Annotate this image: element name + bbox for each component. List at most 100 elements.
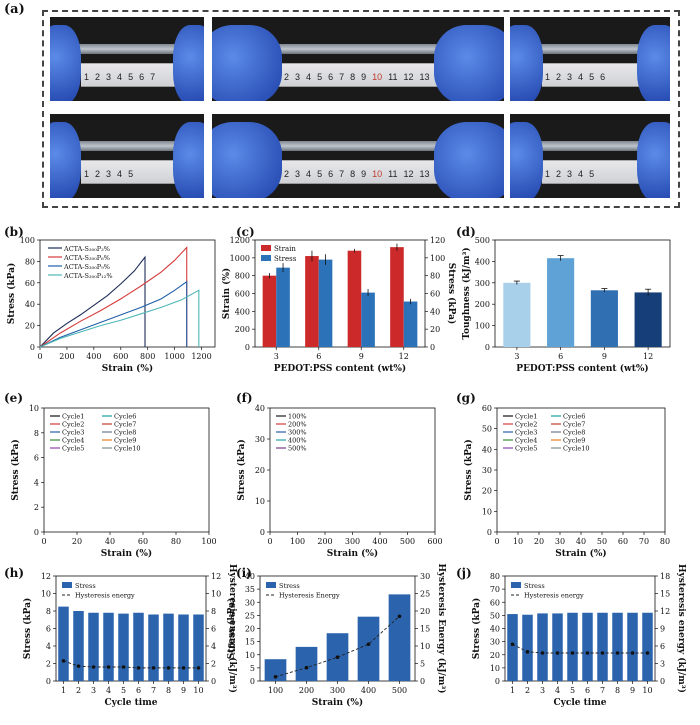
photo-panel (42, 10, 680, 208)
x-tick-label: 4 (106, 686, 111, 695)
y-tick-label: 8 (46, 607, 51, 616)
glove-left (510, 25, 543, 101)
x-tick-label: 1200 (191, 352, 211, 361)
bar-strain (390, 247, 404, 347)
y-tick-label: 0 (487, 528, 492, 537)
y-axis-title: Stress (kPa) (471, 598, 482, 660)
x-tick-label: 200 (317, 537, 332, 546)
legend-label: Cycle8 (563, 429, 585, 437)
x-tick-label: 300 (330, 686, 345, 695)
y2-tick-label: 20 (420, 607, 430, 616)
y-tick-label: 10 (41, 590, 51, 599)
x-tick-label: 10 (513, 537, 523, 546)
ruler-number: 5 (128, 72, 134, 82)
x-tick-label: 6 (558, 352, 563, 361)
legend-label: Cycle10 (114, 445, 140, 453)
hysteresis-point (615, 651, 620, 655)
y2-tick-label: 30 (420, 572, 430, 581)
y-tick-label: 0 (46, 677, 51, 686)
x-tick-label: 80 (171, 537, 181, 546)
y2-tick-label: 100 (430, 254, 445, 263)
legend-label: Cycle8 (114, 429, 136, 437)
sample-photo: 123456789101112131415 (212, 114, 504, 198)
y2-tick-label: 25 (420, 590, 430, 599)
x-tick-label: 6 (136, 686, 141, 695)
legend-label: Stress (279, 582, 300, 590)
ruler-number: 11 (388, 169, 398, 179)
y-tick-label: 12 (41, 572, 51, 581)
x-tick-label: 1 (510, 686, 515, 695)
bar-strain (262, 275, 277, 347)
legend-swatch (62, 582, 72, 588)
y2-tick-label: 120 (430, 236, 445, 245)
bar-strain (347, 250, 362, 347)
y2-tick-label: 60 (430, 290, 440, 299)
y-tick-label: 200 (235, 325, 250, 334)
bar (503, 282, 531, 347)
ruler-number: 7 (339, 72, 345, 82)
bar (193, 614, 204, 681)
x-tick-label: 6 (316, 352, 321, 361)
bar (634, 292, 662, 347)
hysteresis-point (166, 666, 171, 670)
legend-label: Cycle7 (114, 421, 136, 429)
y-tick-label: 100 (475, 322, 490, 331)
y2-tick-label: 15 (420, 625, 430, 634)
y-tick-label: 2 (34, 503, 39, 512)
y-tick-label: 15 (245, 638, 255, 647)
bar (567, 612, 578, 681)
hydrogel-strip (256, 141, 460, 151)
y2-tick-label: 40 (430, 307, 440, 316)
legend-label: Cycle6 (114, 413, 136, 421)
sample-photo: 1234567891011121314151617 (212, 17, 504, 101)
bar-stress (361, 292, 375, 347)
y-tick-label: 40 (255, 404, 265, 413)
ruler-number: 9 (361, 169, 367, 179)
y-tick-label: 4 (34, 478, 39, 487)
legend-label: Cycle7 (563, 421, 585, 429)
y-tick-label: 400 (475, 257, 490, 266)
x-tick-label: 12 (399, 352, 409, 361)
ruler-number: 12 (403, 72, 414, 82)
hysteresis-point (91, 665, 96, 669)
y-tick-label: 500 (475, 236, 490, 245)
series-line (39, 246, 188, 348)
y-tick-label: 2 (46, 660, 51, 669)
y-axis-title: Stress (kPa) (226, 598, 237, 660)
hysteresis-point (585, 651, 590, 655)
y-axis-title: Stress (kPa) (22, 598, 33, 660)
legend-label: ACTA-S₃₀₀P₃% (63, 245, 110, 253)
y2-tick-label: 0 (420, 677, 425, 686)
y2-tick-label: 5 (420, 660, 425, 669)
glove-right (434, 122, 504, 198)
ruler-number: 1 (84, 72, 90, 82)
y2-tick-label: 0 (430, 343, 435, 352)
y-tick-label: 0 (260, 528, 265, 537)
bar (642, 612, 653, 681)
y-tick-label: 30 (245, 598, 255, 607)
x-axis-title: Strain (%) (312, 697, 363, 708)
ruler-number: 4 (306, 72, 312, 82)
y-tick-label: 8 (34, 429, 39, 438)
x-tick-label: 4 (555, 686, 560, 695)
y-tick-label: 40 (245, 572, 255, 581)
y-tick-label: 20 (25, 322, 35, 331)
x-tick-label: 9 (602, 352, 607, 361)
bar (118, 613, 129, 681)
y-tick-label: 40 (490, 625, 500, 634)
x-tick-label: 80 (660, 537, 670, 546)
y-tick-label: 0 (30, 343, 35, 352)
x-tick-label: 600 (427, 537, 442, 546)
bar (522, 614, 533, 681)
plot-frame (39, 239, 216, 348)
x-tick-label: 400 (86, 352, 101, 361)
y-tick-label: 1000 (230, 254, 250, 263)
legend-label: ACTA-S₃₀₀P₉% (63, 263, 110, 271)
y-axis-title: Stress (kPa) (10, 439, 21, 501)
y-tick-label: 400 (235, 307, 250, 316)
glove-left (50, 122, 81, 198)
